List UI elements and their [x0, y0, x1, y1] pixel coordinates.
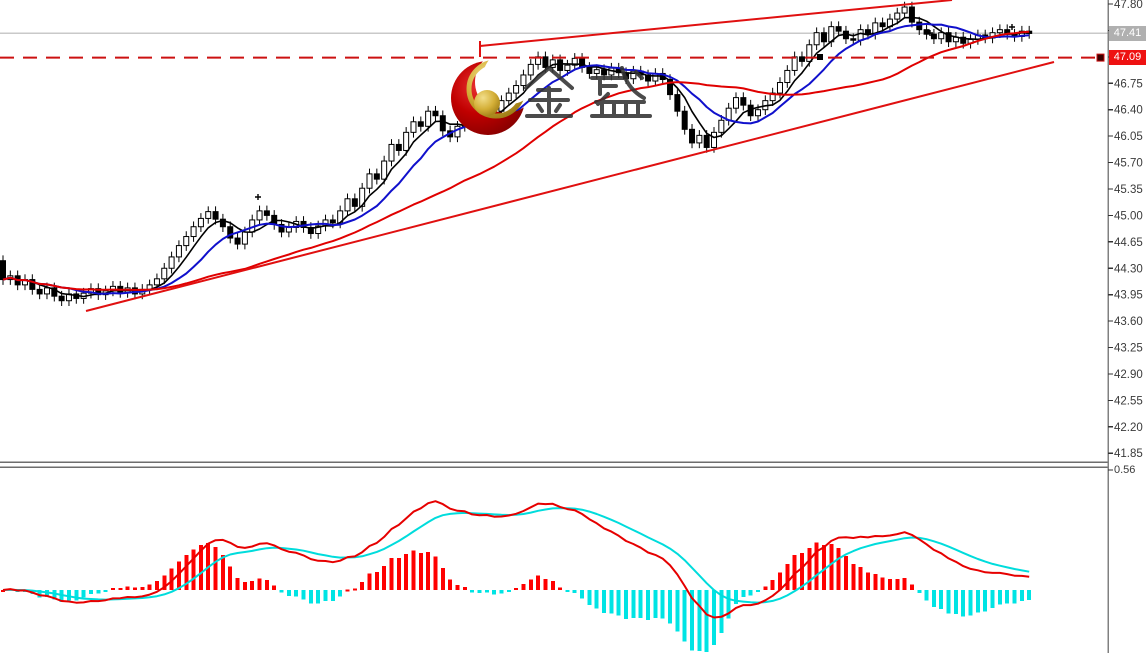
plus-marker — [255, 194, 261, 200]
y-axis-tick-label: 41.85 — [1114, 448, 1143, 460]
y-axis-tick-label: 42.20 — [1114, 422, 1143, 434]
price-axis: 47.8047.4547.1046.7546.4046.0545.7045.35… — [1107, 0, 1143, 653]
macd-histogram — [1, 542, 1032, 652]
y-axis-tick-label: 45.00 — [1114, 210, 1143, 222]
y-axis-tick-label: 44.30 — [1114, 263, 1143, 275]
y-axis-tick-label: 42.90 — [1114, 369, 1143, 381]
y-axis-tick-label: 46.05 — [1114, 131, 1143, 143]
last-price-badge: 47.41 — [1109, 26, 1146, 41]
y-axis-tick-label: 43.25 — [1114, 343, 1143, 355]
alert-price-badge: 47.09 — [1109, 50, 1146, 65]
square-marker — [817, 54, 823, 60]
y-axis-tick-label: 45.70 — [1114, 158, 1143, 170]
ma-10-line — [2, 22, 1030, 295]
y-axis-tick-label: 43.60 — [1114, 316, 1143, 328]
y-axis-tick-label: 45.35 — [1114, 184, 1143, 196]
plus-marker — [1009, 24, 1015, 30]
y-axis-tick-label: 46.40 — [1114, 105, 1143, 117]
y-axis-tick-label: 43.95 — [1114, 290, 1143, 302]
ma-5-line — [2, 16, 1030, 298]
upper-channel-trendline[interactable] — [479, 0, 953, 47]
y-axis-tick-label: 42.55 — [1114, 395, 1143, 407]
lower-channel-trendline[interactable] — [85, 61, 1055, 312]
y-axis-tick-label: 47.80 — [1114, 0, 1143, 11]
macd-axis-max-label: 0.56 — [1114, 464, 1136, 476]
y-axis-tick-label: 46.75 — [1114, 78, 1143, 90]
plus-marker — [927, 30, 933, 36]
ma-30-line — [2, 30, 1030, 291]
macd-panel — [1, 500, 1032, 652]
y-axis-tick-label: 44.65 — [1114, 237, 1143, 249]
macd-dif-line — [2, 500, 1030, 619]
main-price-panel — [0, 0, 1108, 312]
alert-line-handle[interactable] — [1096, 53, 1105, 62]
